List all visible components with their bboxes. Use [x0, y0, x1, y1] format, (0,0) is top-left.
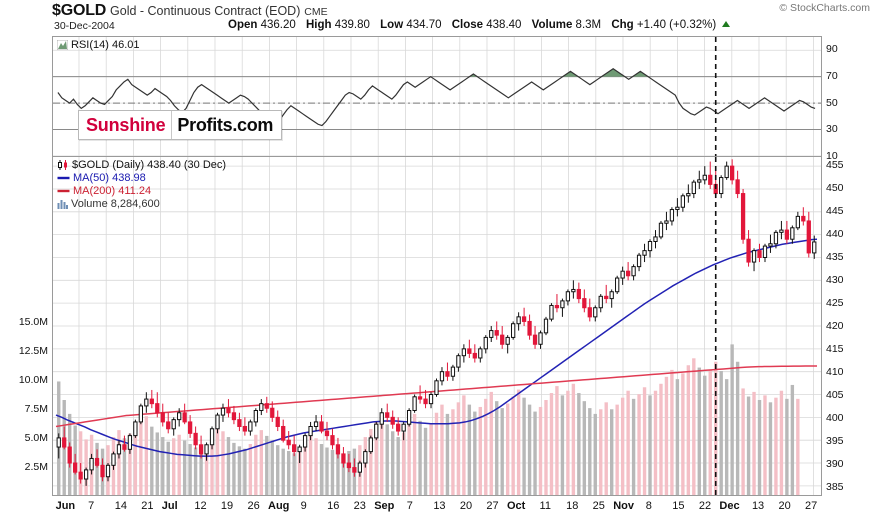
- x-tick-21: 21: [141, 500, 154, 512]
- x-tick-jul: Jul: [161, 500, 178, 512]
- x-tick-13: 13: [433, 500, 446, 512]
- change-up-arrow-icon: [722, 21, 731, 27]
- volume-y-tick-12-5M: 12.5M: [18, 345, 48, 358]
- rsi-y-tick-30: 30: [826, 123, 838, 136]
- price-y-tick-405: 405: [826, 388, 844, 401]
- open-label: Open: [228, 19, 258, 31]
- volume-value: 8.3M: [575, 19, 602, 31]
- volume-y-tick-2-5M: 2.5M: [24, 461, 48, 474]
- price-legend-ma200-label: MA(200) 411.24: [73, 185, 152, 197]
- x-tick-18: 18: [566, 500, 579, 512]
- quote-date-label: 30-Dec-2004: [54, 20, 115, 32]
- price-legend-row-gold: $GOLD (Daily) 438.40 (30 Dec): [57, 159, 226, 172]
- watermark-sunshine-label: Sunshine: [79, 111, 173, 139]
- x-tick-27: 27: [805, 500, 818, 512]
- price-y-tick-440: 440: [826, 228, 844, 241]
- rsi-y-tick-10: 10: [826, 150, 838, 162]
- rsi-y-tick-70: 70: [826, 70, 838, 82]
- rsi-legend: RSI(14) 46.01: [56, 39, 140, 52]
- x-tick-12: 12: [194, 500, 207, 512]
- x-tick-8: 8: [645, 500, 652, 512]
- x-tick-16: 16: [327, 500, 340, 512]
- x-tick-19: 19: [220, 500, 234, 512]
- exchange-label: CME: [304, 6, 328, 18]
- rsi-legend-label: RSI(14) 46.01: [71, 39, 140, 51]
- low-label: Low: [380, 19, 404, 31]
- price-legend-volume-label: Volume 8,284,600: [71, 198, 160, 210]
- price-y-tick-410: 410: [826, 365, 844, 378]
- high-label: High: [305, 19, 332, 31]
- candlestick-icon: [57, 160, 69, 170]
- change-label: Chg: [611, 19, 634, 31]
- x-tick-oct: Oct: [506, 500, 526, 512]
- x-tick-13: 13: [751, 500, 765, 512]
- x-tick-14: 14: [114, 500, 127, 512]
- x-tick-jun: Jun: [55, 500, 76, 512]
- x-tick-15: 15: [672, 500, 685, 512]
- high-value: 439.80: [334, 19, 370, 31]
- x-tick-26: 26: [247, 500, 260, 512]
- price-y-tick-450: 450: [826, 182, 844, 195]
- volume-label: Volume: [531, 19, 573, 31]
- stockcharts-credit-label: © StockCharts.com: [779, 2, 870, 14]
- rsi-y-tick-50: 50: [826, 96, 838, 109]
- x-tick-20: 20: [778, 500, 791, 512]
- price-legend-row-ma50: MA(50) 438.98: [57, 172, 226, 185]
- price-legend: $GOLD (Daily) 438.40 (30 Dec) MA(50) 438…: [57, 159, 226, 211]
- price-legend-row-volume: Volume 8,284,600: [57, 198, 226, 211]
- price-y-tick-445: 445: [826, 205, 844, 218]
- ma200-line-swatch-icon: [57, 186, 70, 196]
- x-tick-11: 11: [539, 500, 551, 512]
- x-tick-aug: Aug: [268, 500, 290, 512]
- x-tick-27: 27: [486, 500, 499, 512]
- x-tick-sep: Sep: [374, 500, 395, 512]
- quote-summary-bar: Open 436.20 High 439.80 Low 434.70 Close…: [228, 19, 731, 31]
- x-tick-20: 20: [459, 500, 473, 512]
- price-legend-row-ma200: MA(200) 411.24: [57, 185, 226, 198]
- open-value: 436.20: [260, 19, 296, 31]
- x-tick-25: 25: [592, 500, 605, 512]
- x-tick-nov: Nov: [613, 500, 634, 512]
- price-y-tick-420: 420: [826, 320, 844, 332]
- ma50-line-swatch-icon: [57, 173, 70, 183]
- price-plot-area: [53, 157, 821, 495]
- price-y-tick-455: 455: [826, 159, 844, 172]
- x-tick-7: 7: [406, 500, 413, 512]
- price-y-tick-400: 400: [826, 411, 844, 424]
- watermark-profits-label: Profits.com: [177, 114, 274, 135]
- change-value: +1.40 (+0.32%): [636, 19, 717, 31]
- symbol-label: $GOLD: [52, 2, 107, 19]
- rsi-indicator-icon: [56, 39, 69, 51]
- low-value: 434.70: [406, 19, 442, 31]
- volume-y-tick-7-5M: 7.5M: [24, 403, 48, 416]
- rsi-plot-area: [53, 37, 821, 156]
- volume-y-tick-10-0M: 10.0M: [18, 374, 48, 387]
- price-y-tick-425: 425: [826, 297, 844, 310]
- price-y-tick-430: 430: [826, 274, 844, 287]
- price-y-tick-435: 435: [826, 251, 844, 264]
- volume-y-tick-15-0M: 15.0M: [18, 316, 48, 329]
- price-panel: [52, 156, 822, 496]
- price-y-tick-385: 385: [826, 480, 844, 493]
- x-tick-dec: Dec: [719, 500, 740, 512]
- security-name-label: Gold - Continuous Contract (EOD): [110, 4, 301, 18]
- volume-bars-icon: [57, 199, 68, 209]
- close-value: 438.40: [486, 19, 522, 31]
- price-y-tick-390: 390: [826, 457, 844, 470]
- x-tick-23: 23: [353, 500, 366, 512]
- price-y-tick-395: 395: [826, 434, 844, 447]
- x-tick-9: 9: [300, 500, 307, 512]
- volume-y-tick-5-0M: 5.0M: [24, 432, 48, 445]
- rsi-y-tick-90: 90: [826, 43, 838, 56]
- close-label: Close: [451, 19, 484, 31]
- chart-title: $GOLD Gold - Continuous Contract (EOD) C…: [52, 2, 328, 20]
- sunshine-profits-watermark: Sunshine Profits.com: [78, 110, 283, 140]
- price-legend-ma50-label: MA(50) 438.98: [73, 172, 146, 184]
- x-tick-22: 22: [698, 500, 712, 512]
- price-y-tick-415: 415: [826, 342, 844, 355]
- x-tick-7: 7: [88, 500, 95, 512]
- price-legend-gold-label: $GOLD (Daily) 438.40 (30 Dec): [72, 159, 227, 171]
